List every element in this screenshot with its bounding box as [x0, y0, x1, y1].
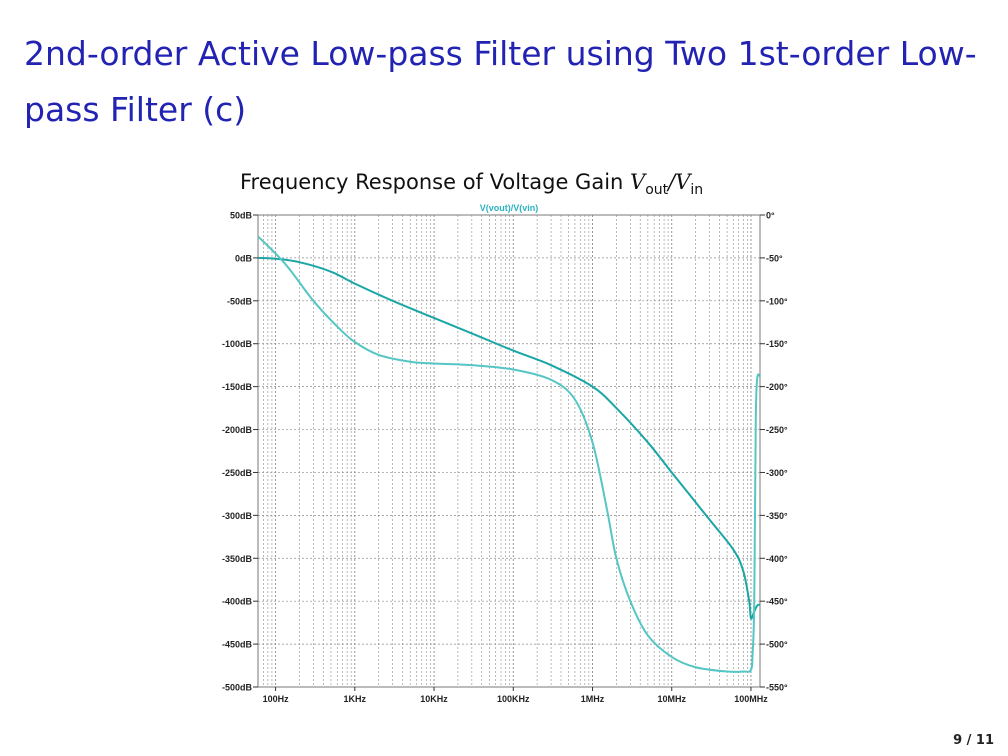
x-tick-label: 100Hz [263, 694, 290, 704]
y-right-tick-label: -250° [766, 425, 788, 435]
chart-title: Frequency Response of Voltage Gain Vout/… [240, 170, 703, 198]
y-left-tick-label: 0dB [235, 253, 253, 263]
legend-label: V(vout)/V(vin) [480, 203, 539, 213]
plot-frame [257, 214, 761, 688]
chart-title-v-out: Vout [630, 170, 669, 199]
page-number: 9 / 11 [953, 733, 994, 748]
y-left-tick-label: -450dB [222, 640, 253, 650]
x-tick-label: 1KHz [344, 694, 367, 704]
y-left-tick-label: -50dB [227, 296, 253, 306]
y-left-tick-label: -500dB [222, 683, 253, 693]
y-left-tick-label: -400dB [222, 597, 253, 607]
chart-title-text: Frequency Response of Voltage Gain [240, 170, 631, 194]
x-tick-label: 1MHz [581, 694, 605, 704]
y-right-tick-label: 0° [766, 211, 775, 221]
y-right-tick-label: -150° [766, 339, 788, 349]
slide-title: 2nd-order Active Low-pass Filter using T… [24, 34, 977, 129]
chart-title-slash: / [668, 170, 676, 194]
y-left-tick-label: 50dB [230, 211, 253, 221]
chart-title-v-in: Vin [675, 170, 704, 199]
x-tick-label: 10KHz [420, 694, 448, 704]
y-right-tick-label: -350° [766, 511, 788, 521]
y-right-tick-label: -200° [766, 382, 788, 392]
y-left-tick-label: -100dB [222, 339, 253, 349]
y-right-tick-label: -100° [766, 296, 788, 306]
y-left-tick-label: -150dB [222, 382, 253, 392]
y-left-tick-label: -300dB [222, 511, 253, 521]
y-right-tick-label: -300° [766, 468, 788, 478]
magnitude-curve [257, 256, 761, 620]
grid-lines [257, 214, 760, 688]
x-tick-label: 100KHz [497, 694, 530, 704]
x-tick-label: 100MHz [734, 694, 768, 704]
y-left-tick-label: -350dB [222, 554, 253, 564]
phase-curve [257, 235, 761, 673]
y-left-tick-label: -250dB [222, 468, 253, 478]
x-tick-label: 10MHz [657, 694, 686, 704]
y-right-tick-label: -50° [766, 253, 783, 263]
y-right-tick-label: -450° [766, 597, 788, 607]
y-right-tick-label: -550° [766, 683, 788, 693]
y-right-tick-label: -500° [766, 640, 788, 650]
y-left-tick-label: -200dB [222, 425, 253, 435]
y-right-tick-label: -400° [766, 554, 788, 564]
